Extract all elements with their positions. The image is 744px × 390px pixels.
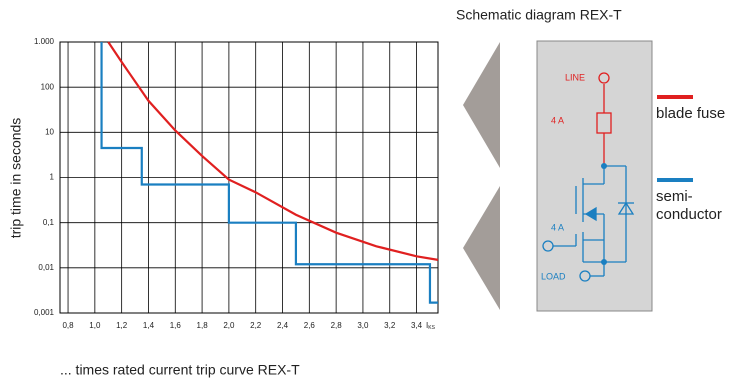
legend-label: blade fuse (656, 105, 725, 122)
x-symbol-main: I (426, 321, 428, 330)
series-line (107, 41, 439, 261)
y-tick-label: 10 (45, 127, 54, 136)
legend-label: semi-conductor (656, 188, 722, 223)
x-tick-label: 2,2 (250, 321, 262, 330)
y-tick-label: 100 (41, 82, 55, 91)
x-symbol-sub: KS (428, 325, 435, 331)
x-tick-label: 0,8 (62, 321, 74, 330)
x-tick-label: 2,0 (223, 321, 235, 330)
y-tick-label: 1.000 (34, 37, 55, 46)
series-line (100, 42, 438, 304)
load-label: LOAD (541, 271, 566, 281)
y-tick-label: 0,001 (34, 308, 55, 317)
x-tick-label: 1,2 (116, 321, 128, 330)
arrow (463, 42, 500, 168)
x-tick-label: 1,0 (89, 321, 101, 330)
y-axis-label: trip time in seconds (8, 118, 24, 239)
x-tick-label: 3,4 (411, 321, 423, 330)
caption: ... times rated current trip curve REX-T (60, 362, 300, 378)
x-tick-label: 2,6 (304, 321, 316, 330)
y-tick-label: 0,01 (38, 263, 54, 272)
y-tick-label: 1 (50, 173, 55, 182)
y-tick-label: 0,1 (43, 218, 55, 227)
x-tick-label: 2,4 (277, 321, 289, 330)
x-tick-label: 2,8 (331, 321, 343, 330)
line-label: LINE (565, 72, 585, 82)
schematic-box (536, 40, 653, 312)
gate-rating: 4 A (551, 222, 564, 232)
x-symbol: IKS (426, 321, 436, 331)
arrow (463, 186, 500, 310)
schematic (542, 72, 635, 282)
x-tick-label: 3,2 (384, 321, 396, 330)
x-tick-label: 1,6 (170, 321, 182, 330)
schematic-title: Schematic diagram REX-T (456, 7, 622, 23)
x-tick-label: 1,8 (197, 321, 209, 330)
fuse-rating: 4 A (551, 115, 564, 125)
x-tick-label: 3,0 (357, 321, 369, 330)
x-tick-label: 1,4 (143, 321, 155, 330)
